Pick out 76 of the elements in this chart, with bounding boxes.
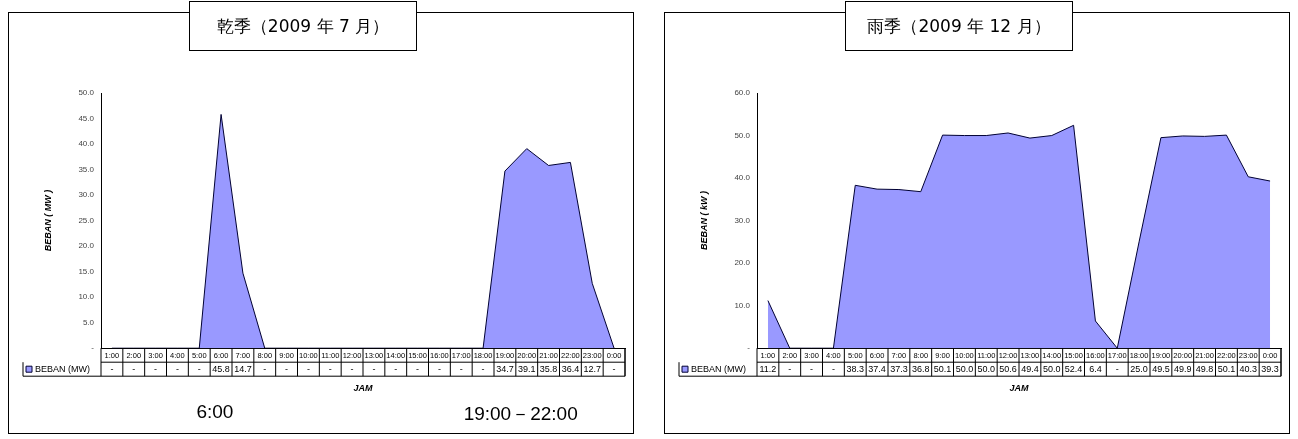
data-label: 49.8 <box>1195 363 1214 374</box>
y-tick-label: 10.0 <box>734 300 751 310</box>
data-label: - <box>459 363 463 374</box>
y-tick-label: - <box>747 343 751 353</box>
data-label: 40.3 <box>1239 363 1258 374</box>
data-label: 39.3 <box>1261 363 1279 374</box>
data-label: - <box>1115 363 1119 374</box>
data-label: 36.8 <box>911 363 930 374</box>
y-tick-label: 40.0 <box>734 173 751 183</box>
data-label: - <box>328 363 332 374</box>
data-label: - <box>788 363 792 374</box>
data-label: 14.7 <box>234 363 252 374</box>
y-tick-label: 50.0 <box>734 130 751 140</box>
data-label: 49.5 <box>1152 363 1170 374</box>
data-label: - <box>132 363 136 374</box>
y-tick-label: 40.0 <box>78 139 95 149</box>
y-tick-label: 5.0 <box>82 317 95 327</box>
y-tick-label: 25.0 <box>78 215 95 225</box>
y-tick-label: 50.0 <box>78 88 95 98</box>
data-label: 12.7 <box>583 363 602 374</box>
data-label: 37.4 <box>868 363 886 374</box>
chart-title: 乾季（2009 年 7 月） <box>189 1 417 51</box>
data-label: 49.9 <box>1173 363 1192 374</box>
data-label: 38.3 <box>846 363 865 374</box>
data-label: 45.8 <box>212 363 230 374</box>
data-label: 35.8 <box>539 363 558 374</box>
data-label: 25.0 <box>1130 363 1148 374</box>
data-label: 49.4 <box>1021 363 1039 374</box>
y-axis-title: BEBAN ( kW ) <box>698 191 709 251</box>
chart-title: 雨季（2009 年 12 月） <box>845 1 1073 51</box>
y-tick-label: 30.0 <box>734 215 751 225</box>
data-label: - <box>810 363 814 374</box>
data-label: - <box>154 363 158 374</box>
y-tick-label: 35.0 <box>78 164 95 174</box>
text: 6:00 <box>196 401 234 423</box>
y-tick-label: 60.0 <box>734 88 751 98</box>
x-axis-title: JAM <box>353 383 373 394</box>
data-label: - <box>263 363 267 374</box>
data-label: 11.2 <box>759 363 777 374</box>
y-tick-label: 20.0 <box>78 241 95 251</box>
y-tick-label: 20.0 <box>734 258 751 268</box>
x-axis-title: JAM <box>1009 383 1029 394</box>
data-label: - <box>197 363 201 374</box>
data-label: - <box>416 363 420 374</box>
data-label: - <box>394 363 398 374</box>
data-label: 52.4 <box>1064 363 1083 374</box>
data-label: 50.1 <box>933 363 952 374</box>
data-label: 50.0 <box>955 363 974 374</box>
data-label: - <box>285 363 289 374</box>
data-label: 36.4 <box>561 363 580 374</box>
data-label: - <box>350 363 354 374</box>
data-label: - <box>110 363 114 374</box>
legend-label: BEBAN (MW) <box>35 363 90 374</box>
y-tick-label: - <box>91 343 95 353</box>
y-tick-label: 10.0 <box>78 292 95 302</box>
y-tick-label: 30.0 <box>78 190 95 200</box>
y-tick-label: 15.0 <box>78 266 95 276</box>
data-label: - <box>831 363 835 374</box>
data-label: - <box>372 363 376 374</box>
data-label: - <box>481 363 485 374</box>
data-label: 37.3 <box>890 363 908 374</box>
data-label: 50.0 <box>1042 363 1061 374</box>
y-axis-title: BEBAN ( MW ) <box>42 189 53 252</box>
legend-label: BEBAN (MW) <box>691 363 746 374</box>
data-label: 50.6 <box>999 363 1017 374</box>
data-label: - <box>612 363 616 374</box>
data-label: - <box>437 363 441 374</box>
text: 19:00－22:00 <box>463 402 578 426</box>
data-label: 50.0 <box>977 363 996 374</box>
data-label: 34.7 <box>496 363 514 374</box>
y-tick-label: 45.0 <box>78 113 95 123</box>
data-label: 39.1 <box>517 363 536 374</box>
data-label: 6.4 <box>1089 363 1102 374</box>
data-label: - <box>306 363 310 374</box>
data-label: - <box>175 363 179 374</box>
data-label: 50.1 <box>1217 363 1236 374</box>
